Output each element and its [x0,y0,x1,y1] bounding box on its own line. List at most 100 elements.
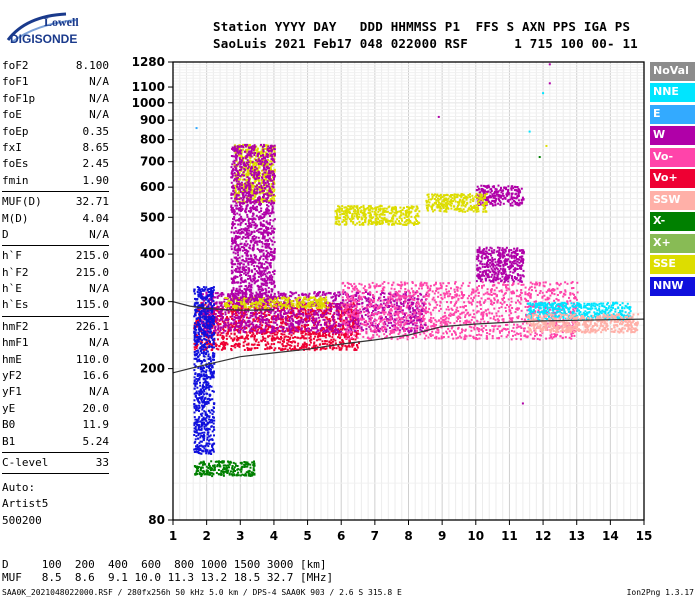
echo-point [448,290,450,293]
echo-point [502,320,505,323]
echo-point [315,347,318,350]
echo-point [538,284,541,287]
echo-point [249,303,252,306]
echo-point [282,328,285,331]
echo-point [380,304,383,307]
echo-point [545,291,548,294]
echo-point [259,302,262,304]
echo-point [410,329,413,332]
echo-point [222,328,225,331]
echo-point [351,304,354,307]
echo-point [404,333,407,335]
echo-point [308,304,311,307]
echo-point [243,319,246,322]
echo-point [535,281,538,284]
echo-point [294,315,297,318]
echo-point [505,274,508,277]
echo-point [358,324,361,327]
echo-point [508,249,511,252]
echo-point [517,315,520,318]
echo-point [473,316,476,319]
echo-point [335,308,338,311]
echo-point [562,292,565,295]
echo-point [391,298,394,301]
echo-point [493,307,496,310]
echo-point [478,301,481,304]
echo-point [496,328,499,330]
parameter-value: 20.0 [82,401,110,415]
echo-point [423,332,426,335]
echo-point [477,253,480,256]
echo-point [417,295,420,298]
echo-point [218,311,221,314]
parameter-name: yF2 [2,369,22,383]
echo-point [475,289,478,292]
echo-point [247,305,250,308]
echo-point [492,263,494,265]
echo-point [346,286,349,289]
echo-point [247,317,250,320]
echo-point [213,306,216,309]
echo-point [472,326,475,329]
echo-point [289,336,292,339]
echo-point [484,292,487,295]
echo-point [352,294,355,297]
echo-point [258,331,261,334]
echo-point [282,326,285,329]
echo-point [223,298,226,301]
echo-point [390,321,393,324]
echo-point [238,306,241,309]
echo-point [347,329,350,332]
echo-point [265,314,267,317]
echo-point [237,331,240,334]
echo-point [519,302,522,305]
echo-point [214,313,217,316]
echo-point [328,308,331,311]
echo-point [219,313,222,316]
echo-point [491,256,494,259]
echo-point [354,298,357,301]
echo-point [319,298,322,301]
echo-point [231,324,234,327]
echo-point [346,345,349,348]
echo-point [508,320,511,323]
echo-point [224,329,227,332]
echo-point [369,314,372,317]
echo-point [291,317,294,320]
echo-point [222,337,225,340]
echo-point [515,308,518,311]
echo-point [282,345,285,347]
echo-point [329,320,332,322]
echo-point [396,321,399,324]
echo-point [471,300,474,303]
echo-point [520,289,523,291]
echo-point [454,282,456,285]
echo-point [251,311,254,314]
echo-point [309,300,312,303]
echo-point [488,279,491,282]
echo-point [230,349,233,352]
echo-point [521,274,524,277]
echo-point [440,317,443,320]
echo-point [419,326,422,329]
echo-point [516,268,519,270]
echo-point [315,344,318,347]
echo-point [347,336,350,339]
logo-bottom-text: DIGISONDE [10,32,77,46]
echo-point [379,306,382,309]
echo-point [380,290,383,292]
echo-point [312,296,315,299]
echo-point [364,314,367,316]
echo-point [235,325,238,327]
echo-point [407,294,410,297]
echo-point [477,292,480,294]
echo-point [253,343,256,346]
echo-point [361,323,364,326]
echo-point [242,344,245,347]
echo-point [498,330,501,333]
echo-point [492,280,495,283]
echo-point [383,309,386,312]
echo-point [453,288,456,291]
echo-point [317,322,319,324]
echo-point [429,303,432,306]
